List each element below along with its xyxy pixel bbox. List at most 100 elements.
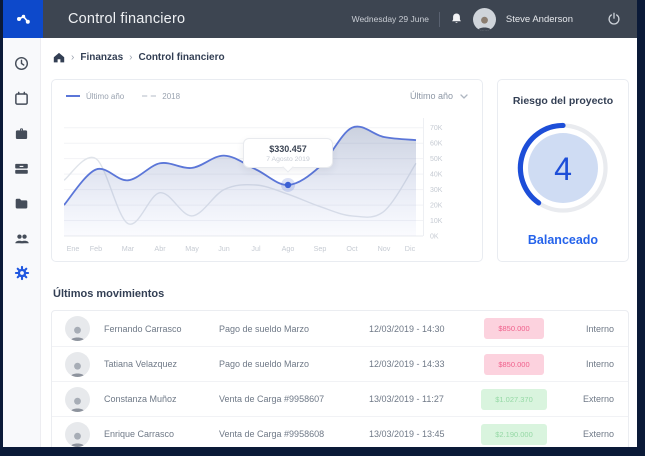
chevron-down-icon (460, 93, 468, 99)
range-selector-dropdown[interactable]: Último año (410, 91, 468, 101)
cell-datetime: 13/03/2019 - 11:27 (369, 394, 444, 404)
topbar-divider (438, 11, 440, 27)
logo-network-icon (16, 14, 30, 24)
svg-text:May: May (185, 244, 199, 253)
row-avatar (52, 386, 104, 412)
svg-text:Jul: Jul (251, 244, 261, 253)
page-title: Control financiero (68, 11, 186, 27)
cell-type: Interno (585, 359, 614, 369)
sidebar-item-team-icon[interactable] (11, 229, 33, 247)
svg-text:0K: 0K (430, 233, 439, 240)
table-row[interactable]: Enrique Carrasco Venta de Carga #9958608… (52, 416, 628, 447)
cell-description: Pago de sueldo Marzo (219, 323, 310, 334)
person-icon (70, 432, 85, 447)
risk-value: 4 (554, 151, 572, 187)
cell-type: Externo (582, 429, 614, 439)
area-chart: 70K 60K 50K 40K 30K 20K 10K 0K Ene Feb Mar Abr May Ju… (63, 114, 474, 258)
svg-text:Abr: Abr (154, 244, 166, 253)
person-icon (70, 326, 85, 341)
amount-badge: $2.190.000 (481, 423, 547, 445)
breadcrumb-control-financiero[interactable]: Control financiero (138, 52, 225, 63)
cell-name: Constanza Muñoz (104, 394, 177, 404)
svg-text:40K: 40K (430, 171, 443, 178)
tooltip-value: $330.457 (269, 143, 307, 154)
svg-text:Dic: Dic (405, 244, 416, 253)
svg-text:Mar: Mar (122, 244, 135, 253)
sidebar-item-folder-icon[interactable] (11, 194, 33, 212)
legend-ultimo-ano[interactable]: Último año (66, 92, 124, 101)
amount-badge: $850.000 (484, 318, 544, 339)
cell-type: Externo (582, 394, 614, 404)
cell-description: Venta de Carga #9958608 (219, 429, 325, 439)
svg-text:20K: 20K (430, 202, 443, 209)
breadcrumb-separator: › (71, 52, 75, 63)
svg-text:70K: 70K (430, 125, 443, 132)
movements-title: Últimos movimientos (53, 288, 165, 300)
cell-datetime: 13/03/2019 - 13:45 (369, 429, 445, 439)
cell-name: Tatiana Velazquez (104, 359, 178, 369)
movements-table: Fernando Carrasco Pago de sueldo Marzo 1… (51, 310, 629, 447)
cell-description: Pago de sueldo Marzo (219, 359, 310, 369)
tooltip-date: 7 Agosto 2019 (266, 155, 310, 163)
risk-title: Riesgo del proyecto (512, 95, 614, 107)
sidebar-item-inbox-icon[interactable] (11, 159, 33, 177)
amount-badge: $850.000 (484, 353, 544, 375)
sidebar-item-clock-icon[interactable] (11, 54, 33, 72)
row-avatar (52, 421, 104, 447)
movements-section: Últimos movimientos Fernando Carrasco Pa… (51, 288, 629, 447)
sidebar-item-settings-gear-icon[interactable] (11, 264, 33, 282)
svg-text:Feb: Feb (90, 244, 102, 253)
breadcrumb-separator: › (129, 52, 133, 63)
sidebar-item-calendar-icon[interactable] (11, 89, 33, 107)
user-name[interactable]: Steve Anderson (505, 13, 573, 25)
topbar: Control financiero Wednesday 29 June (3, 0, 637, 38)
svg-text:30K: 30K (430, 187, 443, 194)
svg-text:60K: 60K (430, 141, 443, 148)
cell-name: Enrique Carrasco (104, 429, 175, 439)
table-row[interactable]: Fernando Carrasco Pago de sueldo Marzo 1… (52, 311, 628, 346)
topbar-right: Wednesday 29 June Steve Anderson (351, 7, 637, 31)
chart-canvas: 70K 60K 50K 40K 30K 20K 10K 0K Ene Feb Mar Abr May Ju… (63, 118, 443, 253)
person-icon (70, 362, 85, 377)
amount-badge: $1.027.370 (481, 388, 547, 410)
table-row[interactable]: Constanza Muñoz Venta de Carga #9958607 … (52, 381, 628, 416)
current-date: Wednesday 29 June (351, 14, 429, 24)
finance-chart-card: Último año 2018 Último año (51, 79, 483, 262)
legend-dash-swatch (142, 95, 157, 97)
logout-power-icon[interactable] (607, 12, 621, 26)
breadcrumb-finanzas[interactable]: Finanzas (80, 52, 124, 63)
svg-text:Oct: Oct (346, 244, 357, 253)
cell-name: Fernando Carrasco (104, 323, 182, 334)
cell-description: Venta de Carga #9958607 (219, 394, 325, 404)
legend-line-swatch (66, 95, 80, 97)
svg-text:Nov: Nov (378, 244, 391, 253)
svg-text:10K: 10K (430, 218, 443, 225)
main-content: › Finanzas › Control financiero Último a… (41, 38, 637, 447)
notifications-bell-icon[interactable] (450, 12, 463, 26)
home-icon[interactable] (53, 52, 65, 63)
svg-text:Ago: Ago (282, 244, 295, 253)
legend-2018[interactable]: 2018 (142, 92, 180, 101)
sidebar-item-briefcase-icon[interactable] (11, 124, 33, 142)
svg-text:Jun: Jun (218, 244, 230, 253)
row-avatar (52, 351, 104, 377)
table-row[interactable]: Tatiana Velazquez Pago de sueldo Marzo 1… (52, 346, 628, 381)
app-logo[interactable] (3, 0, 43, 38)
cell-datetime: 12/03/2019 - 14:33 (369, 359, 445, 369)
risk-gauge: 4 (511, 116, 615, 225)
risk-card: Riesgo del proyecto 4 Balanceado (497, 79, 629, 262)
person-icon (70, 397, 85, 412)
risk-status: Balanceado (527, 233, 599, 247)
svg-text:Ene: Ene (67, 244, 80, 253)
user-avatar[interactable] (472, 7, 496, 31)
app-window: Control financiero Wednesday 29 June (3, 0, 637, 447)
row-avatar (52, 316, 104, 341)
svg-text:Sep: Sep (314, 244, 327, 253)
sidebar (3, 38, 41, 447)
chart-tooltip: $330.457 7 Agosto 2019 (243, 137, 333, 168)
svg-text:50K: 50K (430, 156, 443, 163)
cell-type: Interno (585, 323, 614, 334)
breadcrumb: › Finanzas › Control financiero (53, 52, 629, 63)
cell-datetime: 12/03/2019 - 14:30 (369, 323, 445, 334)
